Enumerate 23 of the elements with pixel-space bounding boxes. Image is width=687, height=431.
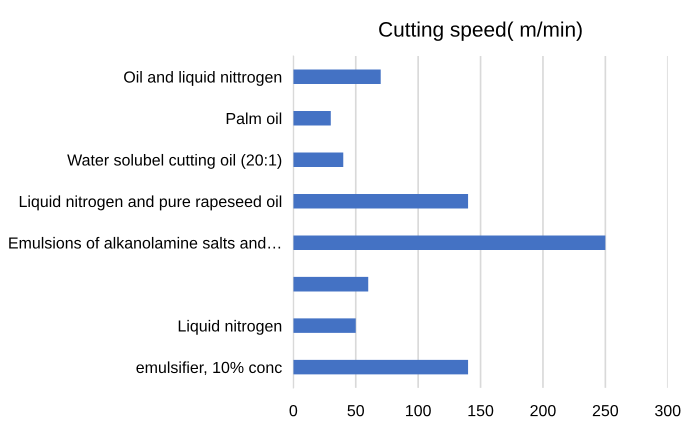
- x-tick-label: 100: [406, 404, 431, 416]
- bar: [293, 194, 468, 208]
- x-tick-label: 300: [655, 404, 680, 416]
- y-tick-label: Liquid nitrogen: [178, 320, 282, 335]
- bar: [293, 152, 344, 167]
- bar: [293, 360, 468, 374]
- y-tick-label: Oil and liquid nittrogen: [124, 70, 282, 86]
- x-tick-label: 200: [530, 404, 556, 416]
- chart-title: Cutting speed( m/min): [379, 21, 582, 41]
- x-tick-label: 0: [290, 404, 298, 416]
- bar: [293, 276, 368, 292]
- x-tick-label: 150: [468, 404, 494, 416]
- x-tick-label: 250: [592, 404, 618, 416]
- x-tick-label: 50: [348, 404, 364, 416]
- bar: [293, 318, 356, 333]
- y-tick-label: Emulsions of alkanolamine salts and…: [9, 236, 280, 249]
- bar: [293, 110, 331, 126]
- y-tick-label: Palm oil: [226, 112, 282, 124]
- bar: [293, 235, 606, 250]
- y-tick-label: Liquid nitrogen and pure rapeseed oil: [20, 195, 282, 210]
- y-tick-label: emulsifier, 10% conc: [136, 361, 282, 375]
- y-tick-label: Water solubel cutting oil (20:1): [67, 154, 282, 169]
- bar: [293, 70, 381, 84]
